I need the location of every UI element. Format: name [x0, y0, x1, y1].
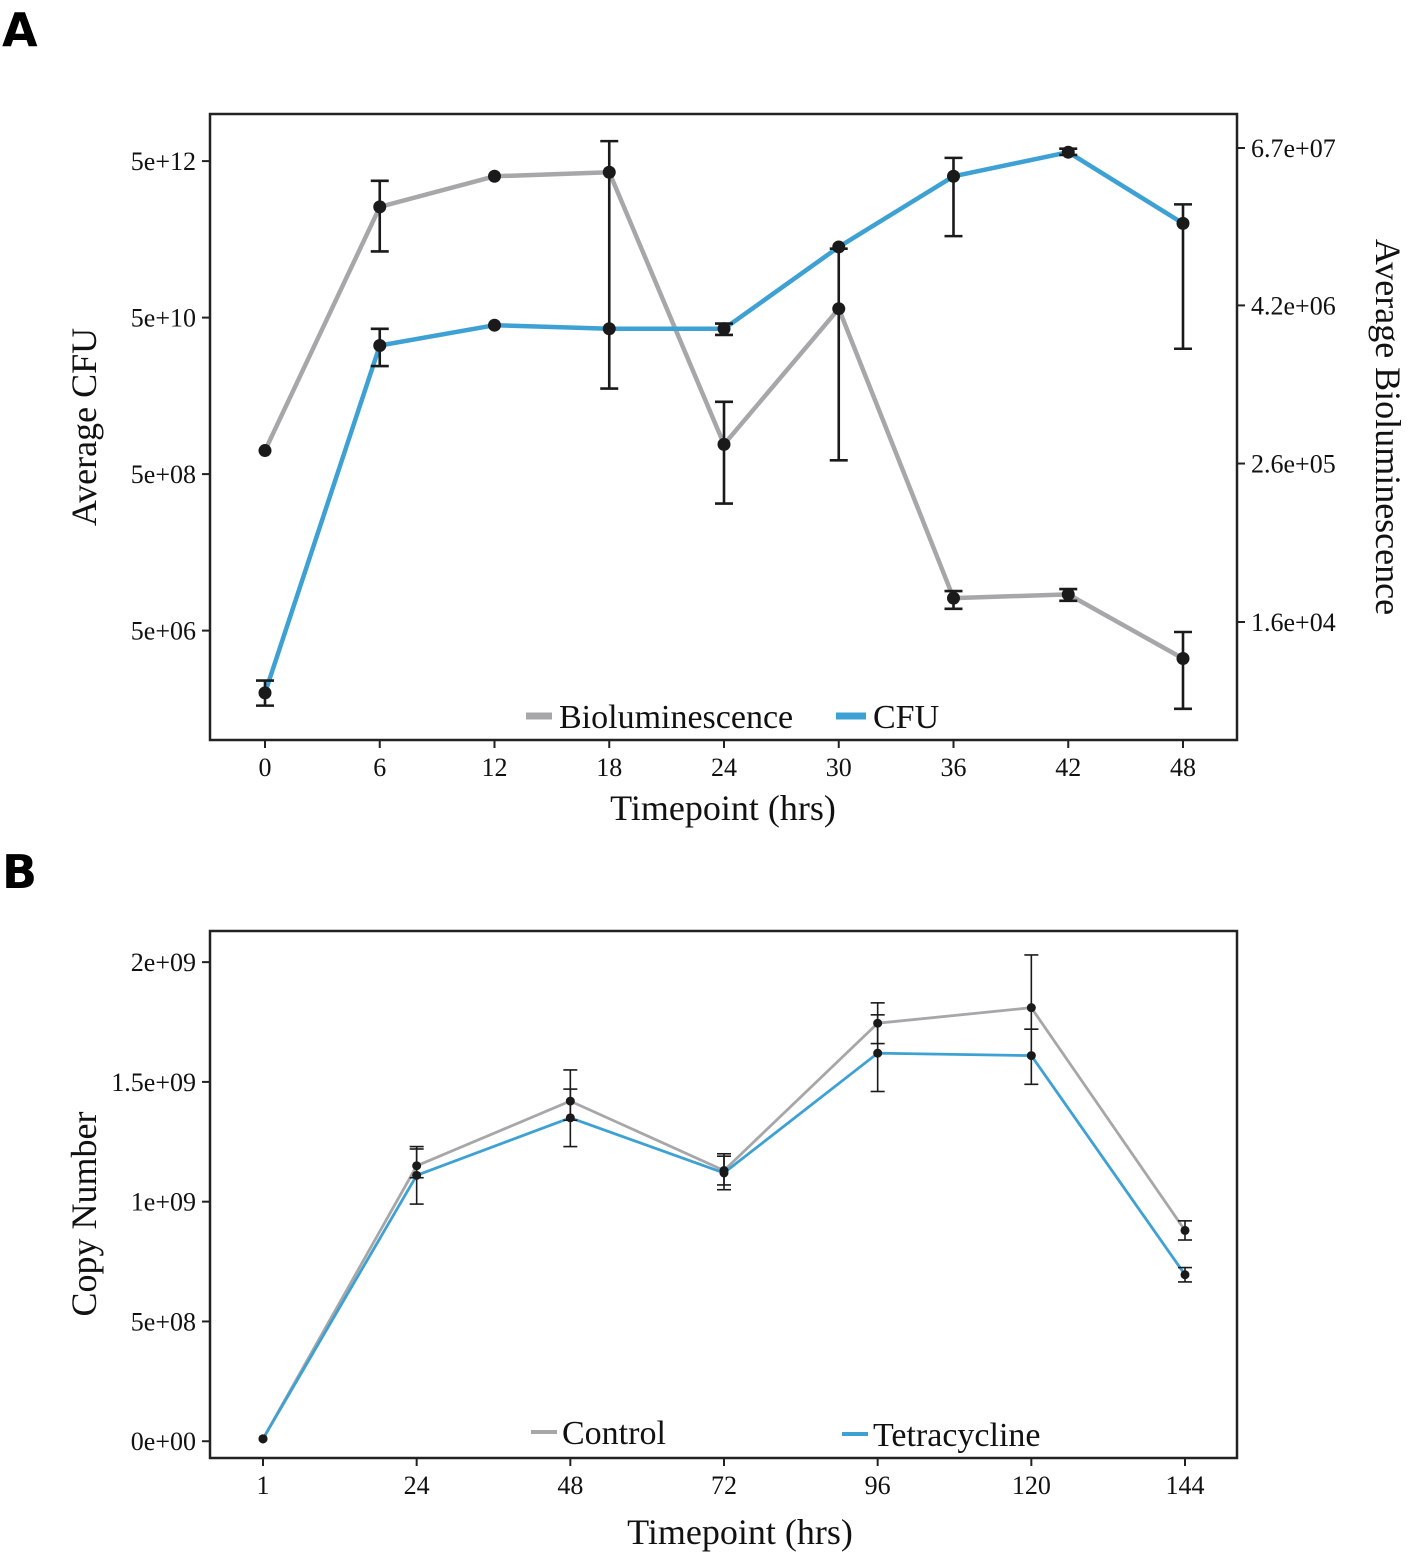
data-point-cfu — [832, 240, 846, 254]
series-line-tetracycline — [261, 1051, 1187, 1440]
y2-tick-label-a: 6.7e+07 — [1251, 134, 1336, 163]
data-point-control — [412, 1161, 422, 1171]
data-point-bioluminescence — [258, 444, 272, 458]
data-point-tetracycline — [1180, 1270, 1190, 1280]
y-tick-label-b: 1.5e+09 — [111, 1068, 196, 1097]
panel-letter-a: A — [2, 3, 38, 57]
data-points-b — [258, 1003, 1190, 1444]
data-point-control — [873, 1018, 883, 1028]
y-tick-label-a: 5e+12 — [131, 147, 196, 176]
legend-label-cfu: CFU — [873, 699, 939, 736]
data-point-bioluminescence — [832, 302, 846, 316]
x-tick-label-b: 96 — [865, 1471, 891, 1500]
y2-axis-title-a: Average Bioluminescence — [1368, 239, 1408, 615]
y-axis-title-a: Average CFU — [64, 328, 104, 526]
series-line-control — [261, 1006, 1187, 1440]
y2-tick-label-a: 2.6e+05 — [1251, 450, 1336, 479]
data-point-tetracycline — [258, 1434, 268, 1444]
y-tick-label-a: 5e+06 — [131, 617, 196, 646]
data-point-cfu — [1176, 216, 1190, 230]
data-point-tetracycline — [565, 1113, 575, 1123]
error-bar-bioluminescence — [829, 247, 848, 462]
x-tick-label-a: 48 — [1170, 753, 1196, 782]
panel-letter-b: B — [2, 845, 37, 899]
legend-label-control: Control — [562, 1415, 666, 1452]
axes-b: 1 24 48 72 96 120 144 2e+09 1.5e+09 1e+09 5e+08 0e+… — [111, 948, 1204, 1500]
data-point-cfu — [602, 322, 616, 336]
x-tick-label-a: 18 — [596, 753, 622, 782]
plot-frame-b — [208, 929, 1239, 1460]
axes-a: 0 6 12 18 24 30 36 42 48 5e+12 5e+10 5e+08 5e+06 6.7e… — [131, 134, 1336, 782]
data-point-cfu — [1061, 145, 1075, 159]
y-tick-label-b: 0e+00 — [131, 1427, 196, 1456]
x-tick-label-a: 24 — [711, 753, 737, 782]
y-axis-title-b: Copy Number — [64, 1112, 104, 1317]
data-point-cfu — [258, 686, 272, 700]
error-bar-bioluminescence — [1174, 630, 1192, 711]
series-lines-b — [261, 1006, 1187, 1440]
data-point-cfu — [947, 169, 960, 183]
data-point-tetracycline — [873, 1048, 883, 1058]
legend-label-bioluminescence: Bioluminescence — [559, 699, 793, 736]
legend-b: Control Tetracycline — [531, 1415, 1041, 1454]
y2-tick-label-a: 1.6e+04 — [1251, 608, 1336, 637]
panel-a: A 0 6 12 18 24 30 36 42 48 5e+12 5e+10 5e+08 5e+06 6.… — [2, 3, 1408, 828]
data-point-bioluminescence — [373, 200, 387, 214]
x-tick-label-b: 24 — [404, 1471, 430, 1500]
x-tick-label-a: 6 — [373, 753, 386, 782]
data-point-tetracycline — [1026, 1051, 1036, 1061]
x-tick-label-b: 72 — [711, 1471, 737, 1500]
data-point-tetracycline — [719, 1168, 729, 1178]
x-axis-title-a: Timepoint (hrs) — [610, 788, 836, 828]
x-tick-label-a: 36 — [941, 753, 967, 782]
y-tick-label-b: 2e+09 — [131, 948, 196, 977]
data-point-cfu — [717, 322, 731, 336]
data-points-a — [258, 145, 1190, 700]
y-tick-label-a: 5e+08 — [131, 460, 196, 489]
y2-tick-label-a: 4.2e+06 — [1251, 291, 1336, 320]
panel-b: B 1 24 48 72 96 120 144 2e+09 1.5e+09 1e+09 5e+08 0… — [2, 845, 1239, 1552]
data-point-control — [565, 1096, 575, 1106]
data-point-control — [1026, 1003, 1036, 1013]
data-point-bioluminescence — [717, 437, 731, 451]
x-tick-label-b: 144 — [1166, 1471, 1205, 1500]
y-tick-label-b: 5e+08 — [131, 1307, 196, 1336]
data-point-cfu — [373, 339, 387, 353]
x-tick-label-b: 120 — [1012, 1471, 1051, 1500]
error-bar-bioluminescence — [600, 139, 619, 390]
error-bar-bioluminescence — [370, 179, 389, 253]
legend-label-tetracycline: Tetracycline — [873, 1417, 1041, 1454]
error-bar-control — [1024, 954, 1039, 1031]
data-point-bioluminescence — [1176, 652, 1190, 666]
x-tick-label-a: 30 — [826, 753, 852, 782]
x-axis-title-b: Timepoint (hrs) — [627, 1512, 853, 1552]
legend-a: Bioluminescence CFU — [526, 699, 939, 736]
y-tick-label-b: 1e+09 — [131, 1188, 196, 1217]
x-tick-label-a: 42 — [1055, 753, 1081, 782]
x-tick-label-a: 12 — [482, 753, 508, 782]
data-point-control — [1180, 1225, 1190, 1235]
data-point-bioluminescence — [488, 169, 501, 183]
data-point-bioluminescence — [947, 591, 960, 605]
x-tick-label-b: 1 — [257, 1471, 270, 1500]
data-point-cfu — [488, 318, 501, 332]
data-point-tetracycline — [412, 1170, 422, 1180]
x-tick-label-b: 48 — [557, 1471, 583, 1500]
error-bar-cfu — [944, 156, 963, 238]
error-bar-bioluminescence — [715, 400, 733, 505]
error-bars-a — [256, 139, 1192, 711]
y-tick-label-a: 5e+10 — [131, 304, 196, 333]
x-tick-label-a: 0 — [259, 753, 272, 782]
data-point-bioluminescence — [602, 165, 616, 179]
data-point-bioluminescence — [1061, 587, 1075, 601]
